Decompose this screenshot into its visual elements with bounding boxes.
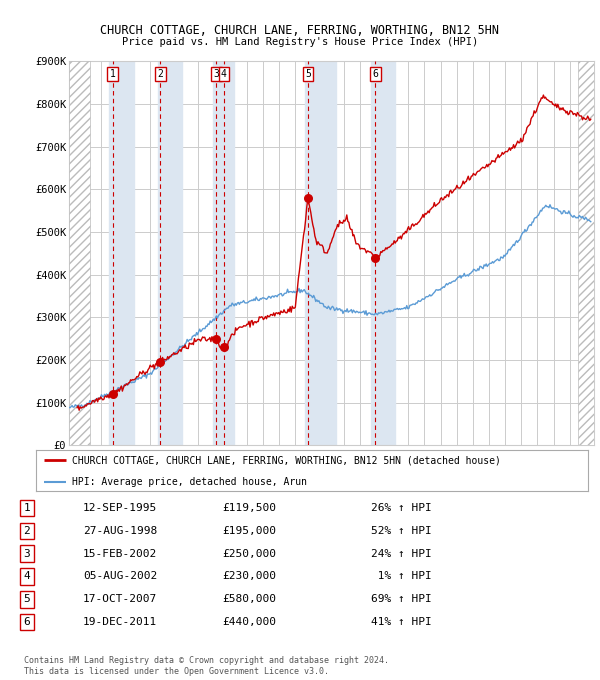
Text: 4: 4 xyxy=(23,571,31,581)
Text: 4: 4 xyxy=(221,69,227,79)
Point xyxy=(370,252,380,263)
Text: 69% ↑ HPI: 69% ↑ HPI xyxy=(371,594,432,605)
Text: £119,500: £119,500 xyxy=(222,503,276,513)
Text: £195,000: £195,000 xyxy=(222,526,276,536)
Text: CHURCH COTTAGE, CHURCH LANE, FERRING, WORTHING, BN12 5HN (detached house): CHURCH COTTAGE, CHURCH LANE, FERRING, WO… xyxy=(72,456,501,465)
Point xyxy=(219,342,229,353)
Text: 27-AUG-1998: 27-AUG-1998 xyxy=(83,526,157,536)
Text: 17-OCT-2007: 17-OCT-2007 xyxy=(83,594,157,605)
Text: 2: 2 xyxy=(23,526,31,536)
Point xyxy=(108,389,118,400)
Text: HPI: Average price, detached house, Arun: HPI: Average price, detached house, Arun xyxy=(72,477,307,487)
Text: 15-FEB-2002: 15-FEB-2002 xyxy=(83,549,157,559)
Point xyxy=(303,192,313,203)
Text: 26% ↑ HPI: 26% ↑ HPI xyxy=(371,503,432,513)
Text: CHURCH COTTAGE, CHURCH LANE, FERRING, WORTHING, BN12 5HN: CHURCH COTTAGE, CHURCH LANE, FERRING, WO… xyxy=(101,24,499,37)
Point xyxy=(212,333,221,344)
Text: 1: 1 xyxy=(23,503,31,513)
Text: 05-AUG-2002: 05-AUG-2002 xyxy=(83,571,157,581)
Bar xyxy=(109,61,134,445)
Text: 6: 6 xyxy=(373,69,378,79)
Text: £580,000: £580,000 xyxy=(222,594,276,605)
Point xyxy=(155,357,165,368)
Bar xyxy=(158,61,182,445)
Text: 2: 2 xyxy=(157,69,163,79)
Text: £250,000: £250,000 xyxy=(222,549,276,559)
Text: 5: 5 xyxy=(305,69,311,79)
Text: 6: 6 xyxy=(23,617,31,627)
Text: 5: 5 xyxy=(23,594,31,605)
Text: 1% ↑ HPI: 1% ↑ HPI xyxy=(371,571,432,581)
Text: 52% ↑ HPI: 52% ↑ HPI xyxy=(371,526,432,536)
Text: 3: 3 xyxy=(214,69,219,79)
Text: Contains HM Land Registry data © Crown copyright and database right 2024.
This d: Contains HM Land Registry data © Crown c… xyxy=(24,656,389,676)
Bar xyxy=(305,61,335,445)
Text: 12-SEP-1995: 12-SEP-1995 xyxy=(83,503,157,513)
Text: Price paid vs. HM Land Registry's House Price Index (HPI): Price paid vs. HM Land Registry's House … xyxy=(122,37,478,47)
Bar xyxy=(371,61,395,445)
Text: 19-DEC-2011: 19-DEC-2011 xyxy=(83,617,157,627)
Text: 3: 3 xyxy=(23,549,31,559)
Text: 24% ↑ HPI: 24% ↑ HPI xyxy=(371,549,432,559)
Text: £440,000: £440,000 xyxy=(222,617,276,627)
Bar xyxy=(213,61,234,445)
Text: 1: 1 xyxy=(110,69,116,79)
Text: 41% ↑ HPI: 41% ↑ HPI xyxy=(371,617,432,627)
Text: £230,000: £230,000 xyxy=(222,571,276,581)
